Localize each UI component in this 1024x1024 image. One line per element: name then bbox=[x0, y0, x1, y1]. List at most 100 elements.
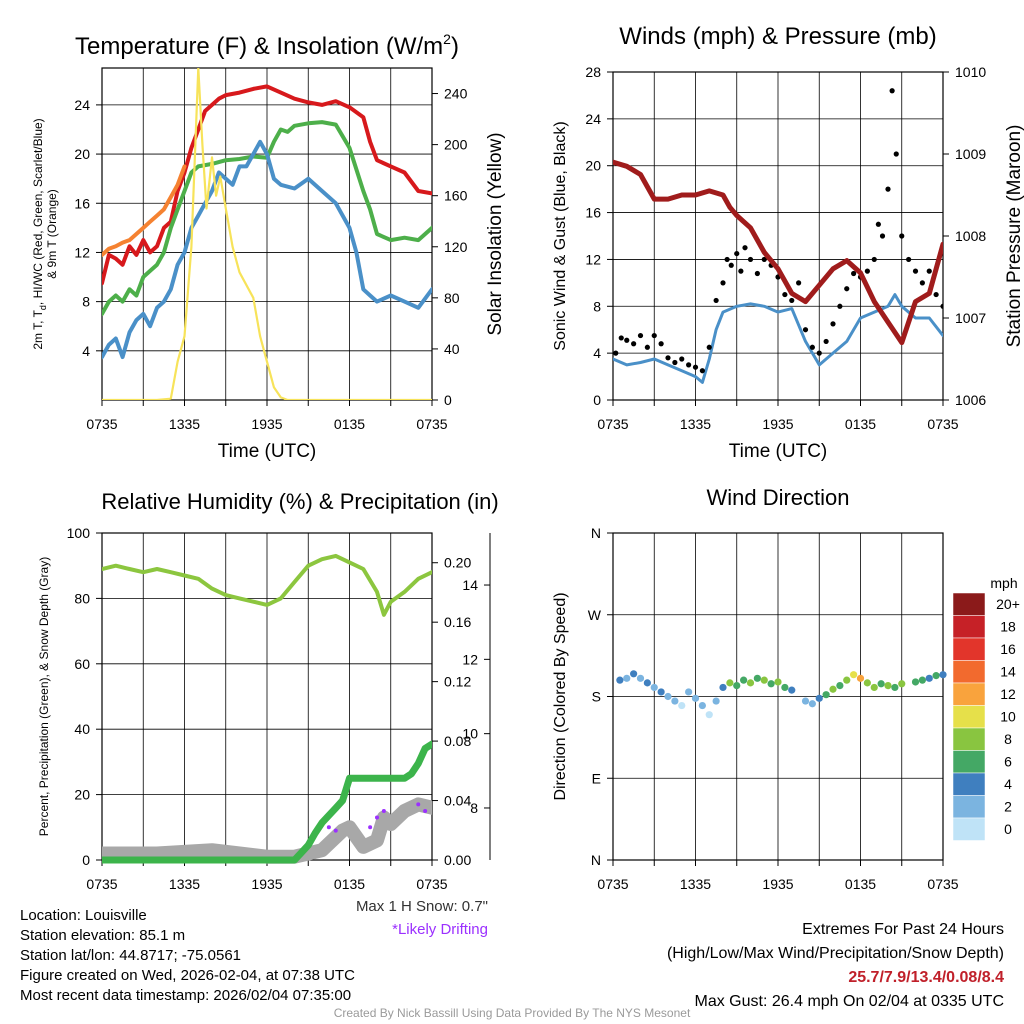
x-tick-label: 0135 bbox=[334, 416, 365, 432]
y-tick-label: 12 bbox=[74, 244, 90, 260]
direction-point bbox=[932, 672, 940, 680]
direction-point bbox=[616, 676, 624, 684]
chart-title: Temperature (F) & Insolation (W/m2) bbox=[75, 31, 459, 60]
y-right-tick-label: 0.12 bbox=[444, 674, 471, 690]
temperature-chart: Temperature (F) & Insolation (W/m2) 0735 1… bbox=[31, 31, 506, 462]
max-gust: Max Gust: 26.4 mph On 02/04 at 0335 UTC bbox=[694, 993, 1005, 1010]
y-tick-label: 24 bbox=[74, 97, 90, 113]
gust-point bbox=[906, 256, 912, 263]
y-right-tick-label: 1007 bbox=[955, 310, 986, 326]
y-right-tick-label: 1006 bbox=[955, 392, 986, 408]
y-tick-label: 12 bbox=[585, 251, 601, 267]
drifting-point bbox=[368, 825, 373, 830]
snow-tick-label: 10 bbox=[462, 726, 478, 742]
gust-point bbox=[747, 256, 754, 263]
y-right-tick-label: 120 bbox=[444, 239, 468, 255]
legend-swatch bbox=[952, 615, 986, 639]
y-tick-label: 4 bbox=[593, 345, 601, 361]
series-temperature bbox=[102, 84, 432, 286]
x-tick-label: 0735 bbox=[416, 876, 447, 892]
y-right-tick-label: 40 bbox=[444, 341, 460, 357]
y-tick-label: 24 bbox=[585, 111, 601, 127]
direction-point bbox=[774, 678, 782, 686]
gust-point bbox=[816, 350, 822, 356]
series-sonic-wind bbox=[613, 293, 943, 384]
direction-point bbox=[918, 676, 926, 684]
x-tick-label: 1935 bbox=[762, 416, 793, 432]
gust-point bbox=[754, 270, 760, 277]
gust-point bbox=[761, 256, 767, 263]
gust-point bbox=[665, 355, 671, 361]
x-tick-label: 1335 bbox=[680, 416, 711, 432]
x-axis-label: Time (UTC) bbox=[218, 441, 317, 462]
chart-title: Wind Direction bbox=[706, 485, 849, 510]
direction-point bbox=[815, 694, 823, 702]
legend-label: 12 bbox=[1000, 686, 1016, 702]
legend-title: mph bbox=[990, 575, 1017, 591]
gust-point bbox=[672, 359, 678, 366]
legend-swatch bbox=[952, 817, 986, 841]
gust-point bbox=[875, 221, 881, 227]
gust-point bbox=[851, 270, 857, 277]
y-right-tick-label: 0.08 bbox=[444, 733, 471, 749]
x-tick-label: 0735 bbox=[86, 416, 117, 432]
x-axis-label: Time (UTC) bbox=[729, 441, 828, 462]
y-right-tick-label: 0.00 bbox=[444, 852, 471, 868]
gust-point bbox=[679, 356, 685, 362]
extremes-title: Extremes For Past 24 Hours bbox=[802, 921, 1004, 938]
gust-point bbox=[912, 268, 919, 274]
direction-point bbox=[671, 697, 679, 705]
drifting-point bbox=[333, 828, 338, 833]
max-snow-label: Max 1 H Snow: 0.7" bbox=[355, 898, 488, 915]
x-tick-label: 0735 bbox=[597, 876, 628, 892]
gust-point bbox=[651, 332, 657, 339]
legend-label: 10 bbox=[1000, 709, 1016, 725]
x-tick-label: 0735 bbox=[927, 416, 958, 432]
gust-point bbox=[706, 344, 712, 350]
direction-point bbox=[836, 682, 844, 690]
x-tick-label: 1935 bbox=[251, 416, 282, 432]
gust-point bbox=[837, 303, 843, 309]
gust-point bbox=[926, 268, 932, 274]
y-tick-label: 0 bbox=[593, 392, 601, 408]
y-right-tick-label: 80 bbox=[444, 290, 460, 306]
direction-point bbox=[746, 679, 755, 687]
chart-title: Winds (mph) & Pressure (mb) bbox=[619, 23, 936, 50]
gust-point bbox=[802, 327, 809, 333]
legend-label: 16 bbox=[1000, 641, 1016, 657]
direction-point bbox=[760, 676, 768, 684]
y-tick-label: S bbox=[592, 689, 601, 705]
gust-point bbox=[742, 245, 748, 251]
direction-point bbox=[719, 683, 727, 692]
snow-tick-label: 14 bbox=[462, 577, 478, 593]
x-tick-label: 0135 bbox=[845, 416, 876, 432]
gust-point bbox=[624, 337, 630, 343]
snow-tick-label: 8 bbox=[470, 800, 478, 816]
legend-swatch bbox=[952, 727, 986, 751]
gust-point bbox=[724, 256, 730, 263]
y-tick-label: 20 bbox=[585, 158, 601, 174]
title-sup: 2 bbox=[443, 31, 451, 47]
gust-point bbox=[613, 350, 619, 356]
direction-point bbox=[643, 679, 651, 687]
direction-point bbox=[630, 670, 638, 678]
wind-direction-chart: Wind Direction 0735 1335 1935 0135 0735 N E S W N D… bbox=[552, 485, 1020, 892]
legend-swatch bbox=[952, 705, 986, 729]
y-tick-label: 100 bbox=[67, 525, 91, 541]
gust-point bbox=[796, 280, 802, 286]
y-axis-label: Percent, Precipitation (Green), & Snow D… bbox=[37, 557, 51, 836]
x-tick-label: 0735 bbox=[927, 876, 958, 892]
drifting-point bbox=[381, 808, 386, 813]
gust-point bbox=[809, 344, 815, 350]
direction-point bbox=[698, 701, 706, 710]
gust-point bbox=[658, 341, 664, 347]
direction-point bbox=[753, 674, 761, 682]
gust-point bbox=[686, 362, 692, 368]
y-right-tick-label: 0.04 bbox=[444, 793, 471, 809]
direction-point bbox=[863, 679, 871, 687]
legend-label: 14 bbox=[1000, 664, 1016, 680]
legend-swatch bbox=[952, 772, 986, 796]
figure-created: Figure created on Wed, 2026-02-04, at 07… bbox=[20, 967, 355, 984]
series-precipitation bbox=[102, 740, 432, 864]
